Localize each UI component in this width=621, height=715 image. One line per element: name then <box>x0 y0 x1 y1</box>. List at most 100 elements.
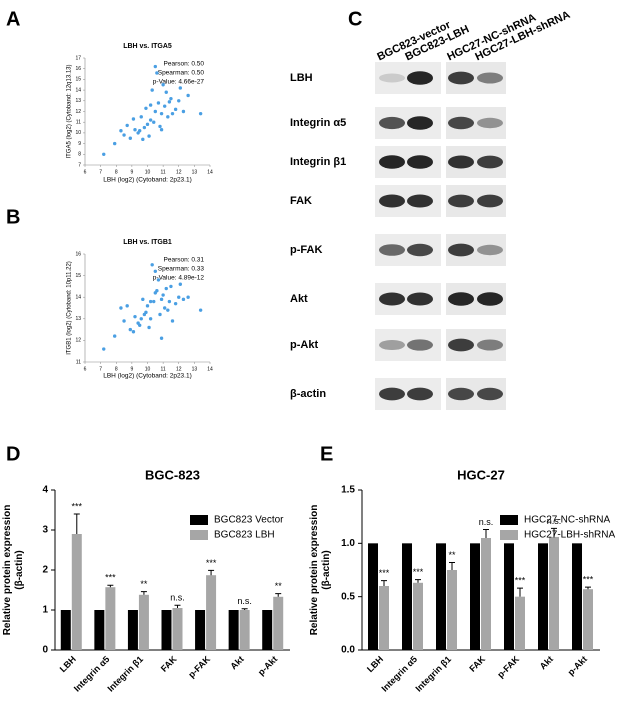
blot-band <box>448 338 474 352</box>
point <box>167 299 172 304</box>
point <box>152 299 156 304</box>
y-tick-label: 1.5 <box>341 485 355 496</box>
blot-band <box>477 155 503 169</box>
blot-band <box>379 155 405 169</box>
y-tick-label: 13 <box>75 98 81 104</box>
y-tick-label: 13 <box>75 316 81 322</box>
significance: *** <box>72 501 83 511</box>
point <box>153 109 158 114</box>
y-tick-label: 11 <box>76 120 81 126</box>
point <box>147 134 151 138</box>
legend-swatch <box>500 530 518 540</box>
significance: *** <box>583 574 594 584</box>
y-tick-label: 15 <box>75 273 81 279</box>
point <box>198 308 203 312</box>
point <box>144 310 148 315</box>
blot-band <box>407 71 433 85</box>
point <box>128 327 133 332</box>
point <box>119 306 123 310</box>
error-bar <box>140 591 147 595</box>
point <box>150 263 154 267</box>
y-tick-label: 4 <box>42 485 48 496</box>
point <box>137 323 142 327</box>
x-tick-label: p-FAK <box>495 654 521 680</box>
point <box>131 330 136 334</box>
blot-band <box>407 387 433 401</box>
point <box>122 319 126 323</box>
y-tick-label: 14 <box>75 295 81 301</box>
protein-label: p-Akt <box>290 339 318 351</box>
protein-label: Integrin α5 <box>290 117 346 129</box>
point <box>178 282 183 286</box>
point <box>177 99 181 103</box>
panel-label: B <box>6 206 20 228</box>
error-bar <box>415 579 421 583</box>
point <box>133 314 137 319</box>
x-tick-label: LBH <box>365 654 385 674</box>
blot-band <box>407 339 433 351</box>
point <box>148 299 153 304</box>
point <box>164 90 168 94</box>
blot-band <box>407 292 433 306</box>
blot-band <box>379 73 405 83</box>
y-tick-label: 2 <box>42 565 48 576</box>
significance: *** <box>105 573 116 583</box>
x-tick-label: 14 <box>207 366 213 372</box>
point <box>128 136 133 140</box>
legend-label: HGC27-NC-shRNA <box>524 515 610 526</box>
x-tick-label: 9 <box>130 169 133 175</box>
y-tick-label: 1 <box>42 605 48 616</box>
significance: ** <box>275 581 283 591</box>
blot-band <box>477 72 503 84</box>
point <box>164 286 168 291</box>
bar <box>94 610 105 650</box>
x-tick-label: Integrin β1 <box>413 654 453 694</box>
blot-band <box>407 116 433 130</box>
stat-annotation: p-Value: 4.66e-27 <box>153 79 205 86</box>
chart-title: HGC-27 <box>457 467 505 482</box>
point <box>155 71 159 75</box>
x-tick-label: p-Akt <box>566 654 589 677</box>
error-bar <box>585 586 591 590</box>
x-tick-label: 9 <box>130 366 133 372</box>
point <box>141 297 145 302</box>
blot-band <box>477 194 503 208</box>
point <box>159 336 164 340</box>
chart-title: LBH vs. ITGB1 <box>123 239 172 246</box>
point <box>139 317 143 321</box>
x-tick-label: 7 <box>99 169 102 175</box>
bar <box>402 543 412 650</box>
blot-band <box>407 194 433 208</box>
point <box>119 129 123 133</box>
significance: n.s. <box>479 517 494 527</box>
blot <box>375 62 506 410</box>
error-bar <box>107 584 114 588</box>
stat-annotation: Pearson: 0.50 <box>164 61 205 68</box>
point <box>181 109 186 114</box>
chart-title: BGC-823 <box>145 467 200 482</box>
bar <box>504 543 514 650</box>
point <box>173 301 178 306</box>
blot-band <box>477 292 503 306</box>
error-bar <box>449 562 455 570</box>
point <box>169 96 173 101</box>
point <box>162 306 167 310</box>
point <box>122 133 126 137</box>
x-tick-label: 11 <box>161 169 166 175</box>
point <box>148 317 153 321</box>
error-bar <box>73 513 80 534</box>
point <box>125 304 129 308</box>
bar <box>195 610 206 650</box>
blot-band <box>448 292 474 306</box>
y-axis-label: Relative protein expression(β-actin) <box>309 505 332 636</box>
x-axis-label: LBH (log2) (Cytoband: 2p23.1) <box>103 373 192 380</box>
point <box>166 115 170 119</box>
point <box>148 103 153 107</box>
bar <box>481 538 491 650</box>
significance: n.s. <box>547 516 562 526</box>
bar <box>161 610 172 650</box>
point <box>145 122 150 127</box>
y-tick-label: 9 <box>78 141 81 147</box>
point <box>102 152 106 156</box>
blot-band <box>448 155 474 169</box>
